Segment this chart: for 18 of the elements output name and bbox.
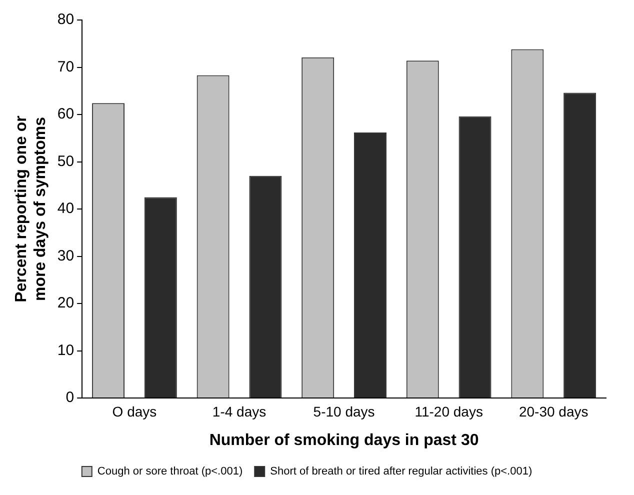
y-tick-label: 30: [57, 247, 74, 264]
x-tick-label: 20-30 days: [518, 403, 588, 420]
x-tick-label: 5-10 days: [313, 403, 375, 420]
y-axis-title: Percent reporting one or more days of symptoms: [13, 116, 50, 302]
y-tick-label: 20: [57, 294, 74, 312]
y-tick-label: 10: [57, 342, 74, 359]
y-tick-label: 40: [57, 200, 74, 218]
y-tick-label: 50: [57, 152, 74, 170]
y-tick-label: 70: [57, 58, 74, 76]
legend-label: Cough or sore throat (p<.001): [97, 466, 243, 478]
x-axis-title: Number of smoking days in past 30: [209, 432, 479, 449]
x-tick-label: 1-4 days: [212, 403, 266, 420]
y-tick-label: 0: [66, 389, 74, 406]
y-tick-label: 60: [57, 106, 74, 123]
y-tick-label: 80: [57, 11, 74, 28]
legend-label: Short of breath or tired after regular activities (p<.001): [270, 466, 532, 478]
x-tick-label: 11-20 days: [414, 403, 483, 420]
x-tick-label: O days: [112, 403, 157, 420]
